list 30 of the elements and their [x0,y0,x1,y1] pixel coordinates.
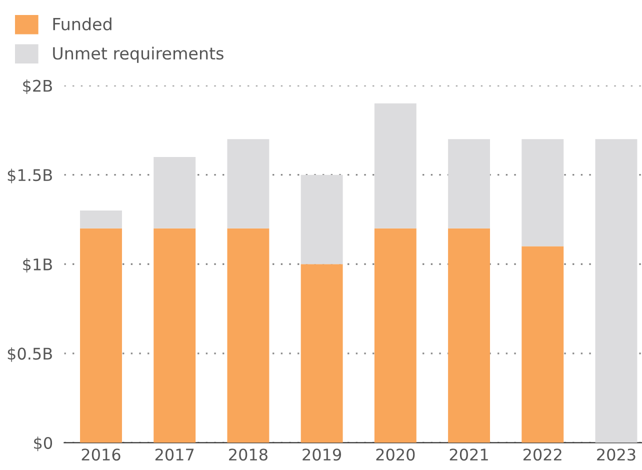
bar [374,228,416,443]
bar [522,246,564,443]
bar [595,139,638,443]
x-tick-label: 2020 [376,448,415,461]
bar [522,139,564,246]
legend-label: Unmet requirements [53,46,224,63]
x-tick-label: 2021 [450,448,488,461]
y-tick-label: $0 [34,436,52,452]
y-tick-label: $1.5B [8,168,52,184]
y-tick-label: $2B [23,79,52,94]
bar [300,174,343,264]
bar [227,228,270,443]
bar [154,156,196,228]
x-tick-label: 2016 [82,448,120,461]
x-tick-label: 2019 [302,448,342,461]
bar [154,228,196,443]
bar [374,103,416,228]
x-tick-label: 2023 [597,448,636,461]
x-tick-label: 2017 [155,448,194,461]
bar [448,139,490,228]
bar [300,264,343,443]
bar [80,228,122,443]
bar [448,228,490,443]
x-tick-label: 2022 [523,448,562,461]
bar [80,210,122,228]
bar [227,139,270,228]
x-tick-label: 2018 [229,448,268,461]
y-tick-label: $1B [23,258,52,273]
y-tick-label: $0.5B [8,347,52,362]
legend-label: Funded [53,18,112,30]
